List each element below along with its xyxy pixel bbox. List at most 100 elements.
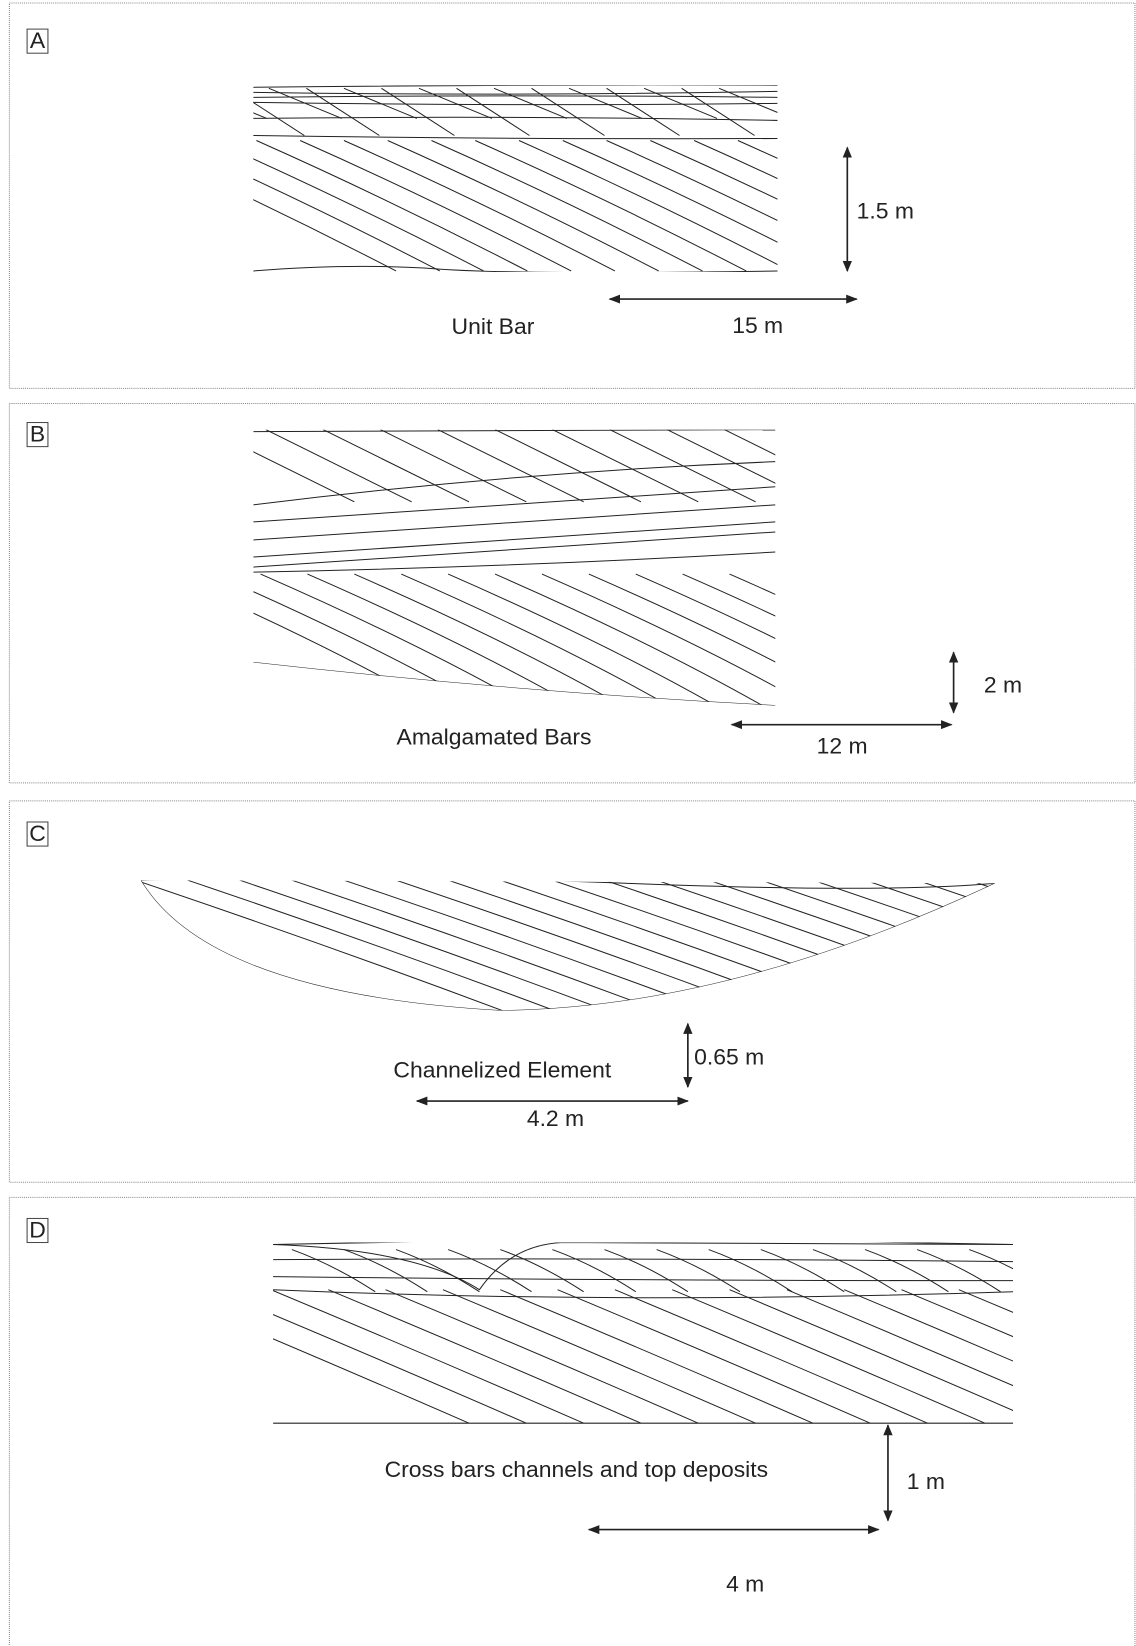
- strata-line: [156, 88, 229, 135]
- strata-line: [253, 661, 776, 706]
- strata-line: [253, 116, 778, 121]
- panel-frame: [8, 800, 1136, 1183]
- strata-line: [557, 1289, 871, 1424]
- strata-line: [253, 429, 355, 503]
- letter-box: [26, 821, 49, 847]
- strata-line: [606, 87, 680, 136]
- strata-line: [901, 1289, 1014, 1338]
- strata-line: [140, 880, 996, 889]
- strata-line: [456, 87, 530, 136]
- strata-line: [737, 140, 778, 159]
- vertical-scale: 1.5 m: [857, 199, 914, 224]
- strata-line: [253, 504, 776, 541]
- strata-line: [718, 87, 778, 113]
- strata-line: [666, 429, 776, 503]
- strata-line: [387, 140, 659, 272]
- strata-line: [265, 429, 412, 503]
- strata-line: [401, 573, 673, 706]
- strata-line: [260, 573, 532, 706]
- strata-line: [606, 140, 778, 222]
- strata-line: [552, 1249, 637, 1293]
- panel-letter: C: [29, 821, 46, 846]
- strata-line: [253, 95, 778, 98]
- strata-line: [635, 573, 776, 706]
- vertical-scale: 1 m: [907, 1470, 945, 1495]
- strata-line: [322, 429, 470, 503]
- strata-line: [518, 140, 778, 266]
- strata-line: [500, 1289, 814, 1424]
- strata-line: [239, 880, 616, 1011]
- strata-line: [187, 880, 563, 1011]
- strata-line: [343, 87, 418, 119]
- strata-line: [253, 265, 778, 272]
- strata-line: [395, 1249, 480, 1293]
- strata-line: [812, 1249, 897, 1293]
- strata-group: [273, 1242, 1014, 1424]
- panel-frame: [8, 1196, 1136, 1646]
- strata-line: [760, 1249, 845, 1293]
- strata-line: [760, 880, 996, 1011]
- strata-line: [609, 429, 756, 503]
- strata-line: [307, 573, 579, 706]
- strata-line: [380, 429, 527, 503]
- vertical-scale: 2 m: [984, 673, 1022, 698]
- strata-line: [958, 1289, 1014, 1313]
- strata-line: [839, 430, 985, 502]
- strata-line: [614, 1289, 928, 1424]
- strata-line: [782, 430, 928, 502]
- strata-line: [256, 140, 528, 272]
- strata-line: [493, 87, 568, 119]
- strata-line: [354, 573, 626, 706]
- strata-line: [343, 140, 616, 272]
- strata-line: [708, 1249, 793, 1293]
- strata-line: [724, 429, 776, 503]
- strata-line: [969, 1249, 1014, 1270]
- strata-line: [273, 1276, 1014, 1282]
- strata-line: [253, 85, 778, 88]
- strata-line: [273, 1338, 470, 1424]
- panel-letter: A: [30, 28, 45, 53]
- panel-frame: [8, 2, 1136, 389]
- strata-line: [729, 573, 776, 706]
- strata-line: [494, 429, 642, 503]
- strata-line: [672, 1289, 986, 1424]
- letter-box: [26, 28, 49, 54]
- strata-line: [693, 140, 778, 180]
- strata-line: [291, 880, 668, 1011]
- strata-line: [708, 880, 996, 1011]
- strata-line: [643, 87, 718, 119]
- horizontal-scale: 4 m: [726, 1572, 764, 1597]
- caption: Amalgamated Bars: [397, 725, 592, 750]
- horizontal-scale: 15 m: [732, 313, 783, 338]
- letter-box: [26, 422, 49, 448]
- strata-line: [385, 1289, 699, 1424]
- strata-line: [253, 101, 305, 136]
- strata-line: [291, 1249, 376, 1293]
- strata-group: [253, 429, 985, 706]
- strata-line: [916, 1249, 1001, 1293]
- strata-line: [604, 1249, 689, 1293]
- strata-line: [568, 87, 643, 119]
- strata-line: [562, 140, 778, 243]
- strata-line: [812, 880, 996, 1011]
- strata-line: [299, 140, 572, 272]
- strata-line: [916, 880, 996, 1011]
- strata-line: [253, 486, 776, 523]
- strata-line: [729, 1289, 1014, 1412]
- strata-line: [253, 199, 397, 272]
- strata-group: [156, 85, 1053, 272]
- strata-line: [531, 87, 605, 136]
- strata-line: [782, 141, 1053, 271]
- strata-line: [253, 178, 441, 272]
- strata-line: [253, 573, 485, 706]
- caption: Cross bars channels and top deposits: [385, 1458, 768, 1483]
- strata-line: [140, 880, 996, 1011]
- strata-line: [253, 531, 776, 568]
- panel-letter: D: [29, 1218, 46, 1243]
- strata-line: [442, 1289, 756, 1424]
- strata-line: [418, 87, 493, 119]
- strata-line: [343, 1249, 428, 1293]
- strata-line: [437, 429, 584, 503]
